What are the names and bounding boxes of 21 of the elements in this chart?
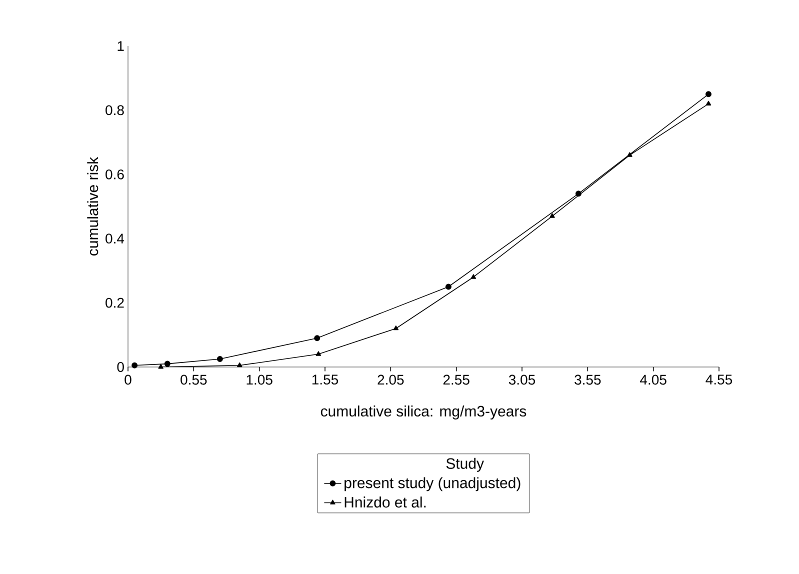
x-tick-label: 1.05 xyxy=(246,374,272,385)
y-tick-label: 0 xyxy=(117,362,124,372)
y-tick-label: 1 xyxy=(118,41,124,51)
x-axis-title: cumulative silica: mg/m3-years xyxy=(320,406,526,420)
y-tick-label: 0.8 xyxy=(106,105,124,116)
x-tick-label: 2.55 xyxy=(443,374,470,385)
legend-label: present study (unadjusted) xyxy=(344,477,520,492)
legend-label: Hnizdo et al. xyxy=(344,496,426,508)
x-tick-label: 2.05 xyxy=(378,374,404,385)
y-axis-title: cumulative risk xyxy=(87,156,98,256)
x-tick-label: 0 xyxy=(124,374,132,385)
x-tick-label: 3.05 xyxy=(508,374,536,385)
x-tick-label: 4.05 xyxy=(640,374,666,385)
x-tick-label: 3.55 xyxy=(574,374,601,385)
x-tick-label: 0.55 xyxy=(180,374,207,385)
y-tick-label: 0.6 xyxy=(106,169,124,180)
x-tick-label: 4.55 xyxy=(706,374,732,385)
y-tick-label: 0.2 xyxy=(106,298,124,308)
legend-title: Study xyxy=(446,458,484,472)
y-tick-label: 0.4 xyxy=(106,234,124,244)
x-tick-label: 1.55 xyxy=(312,374,338,385)
